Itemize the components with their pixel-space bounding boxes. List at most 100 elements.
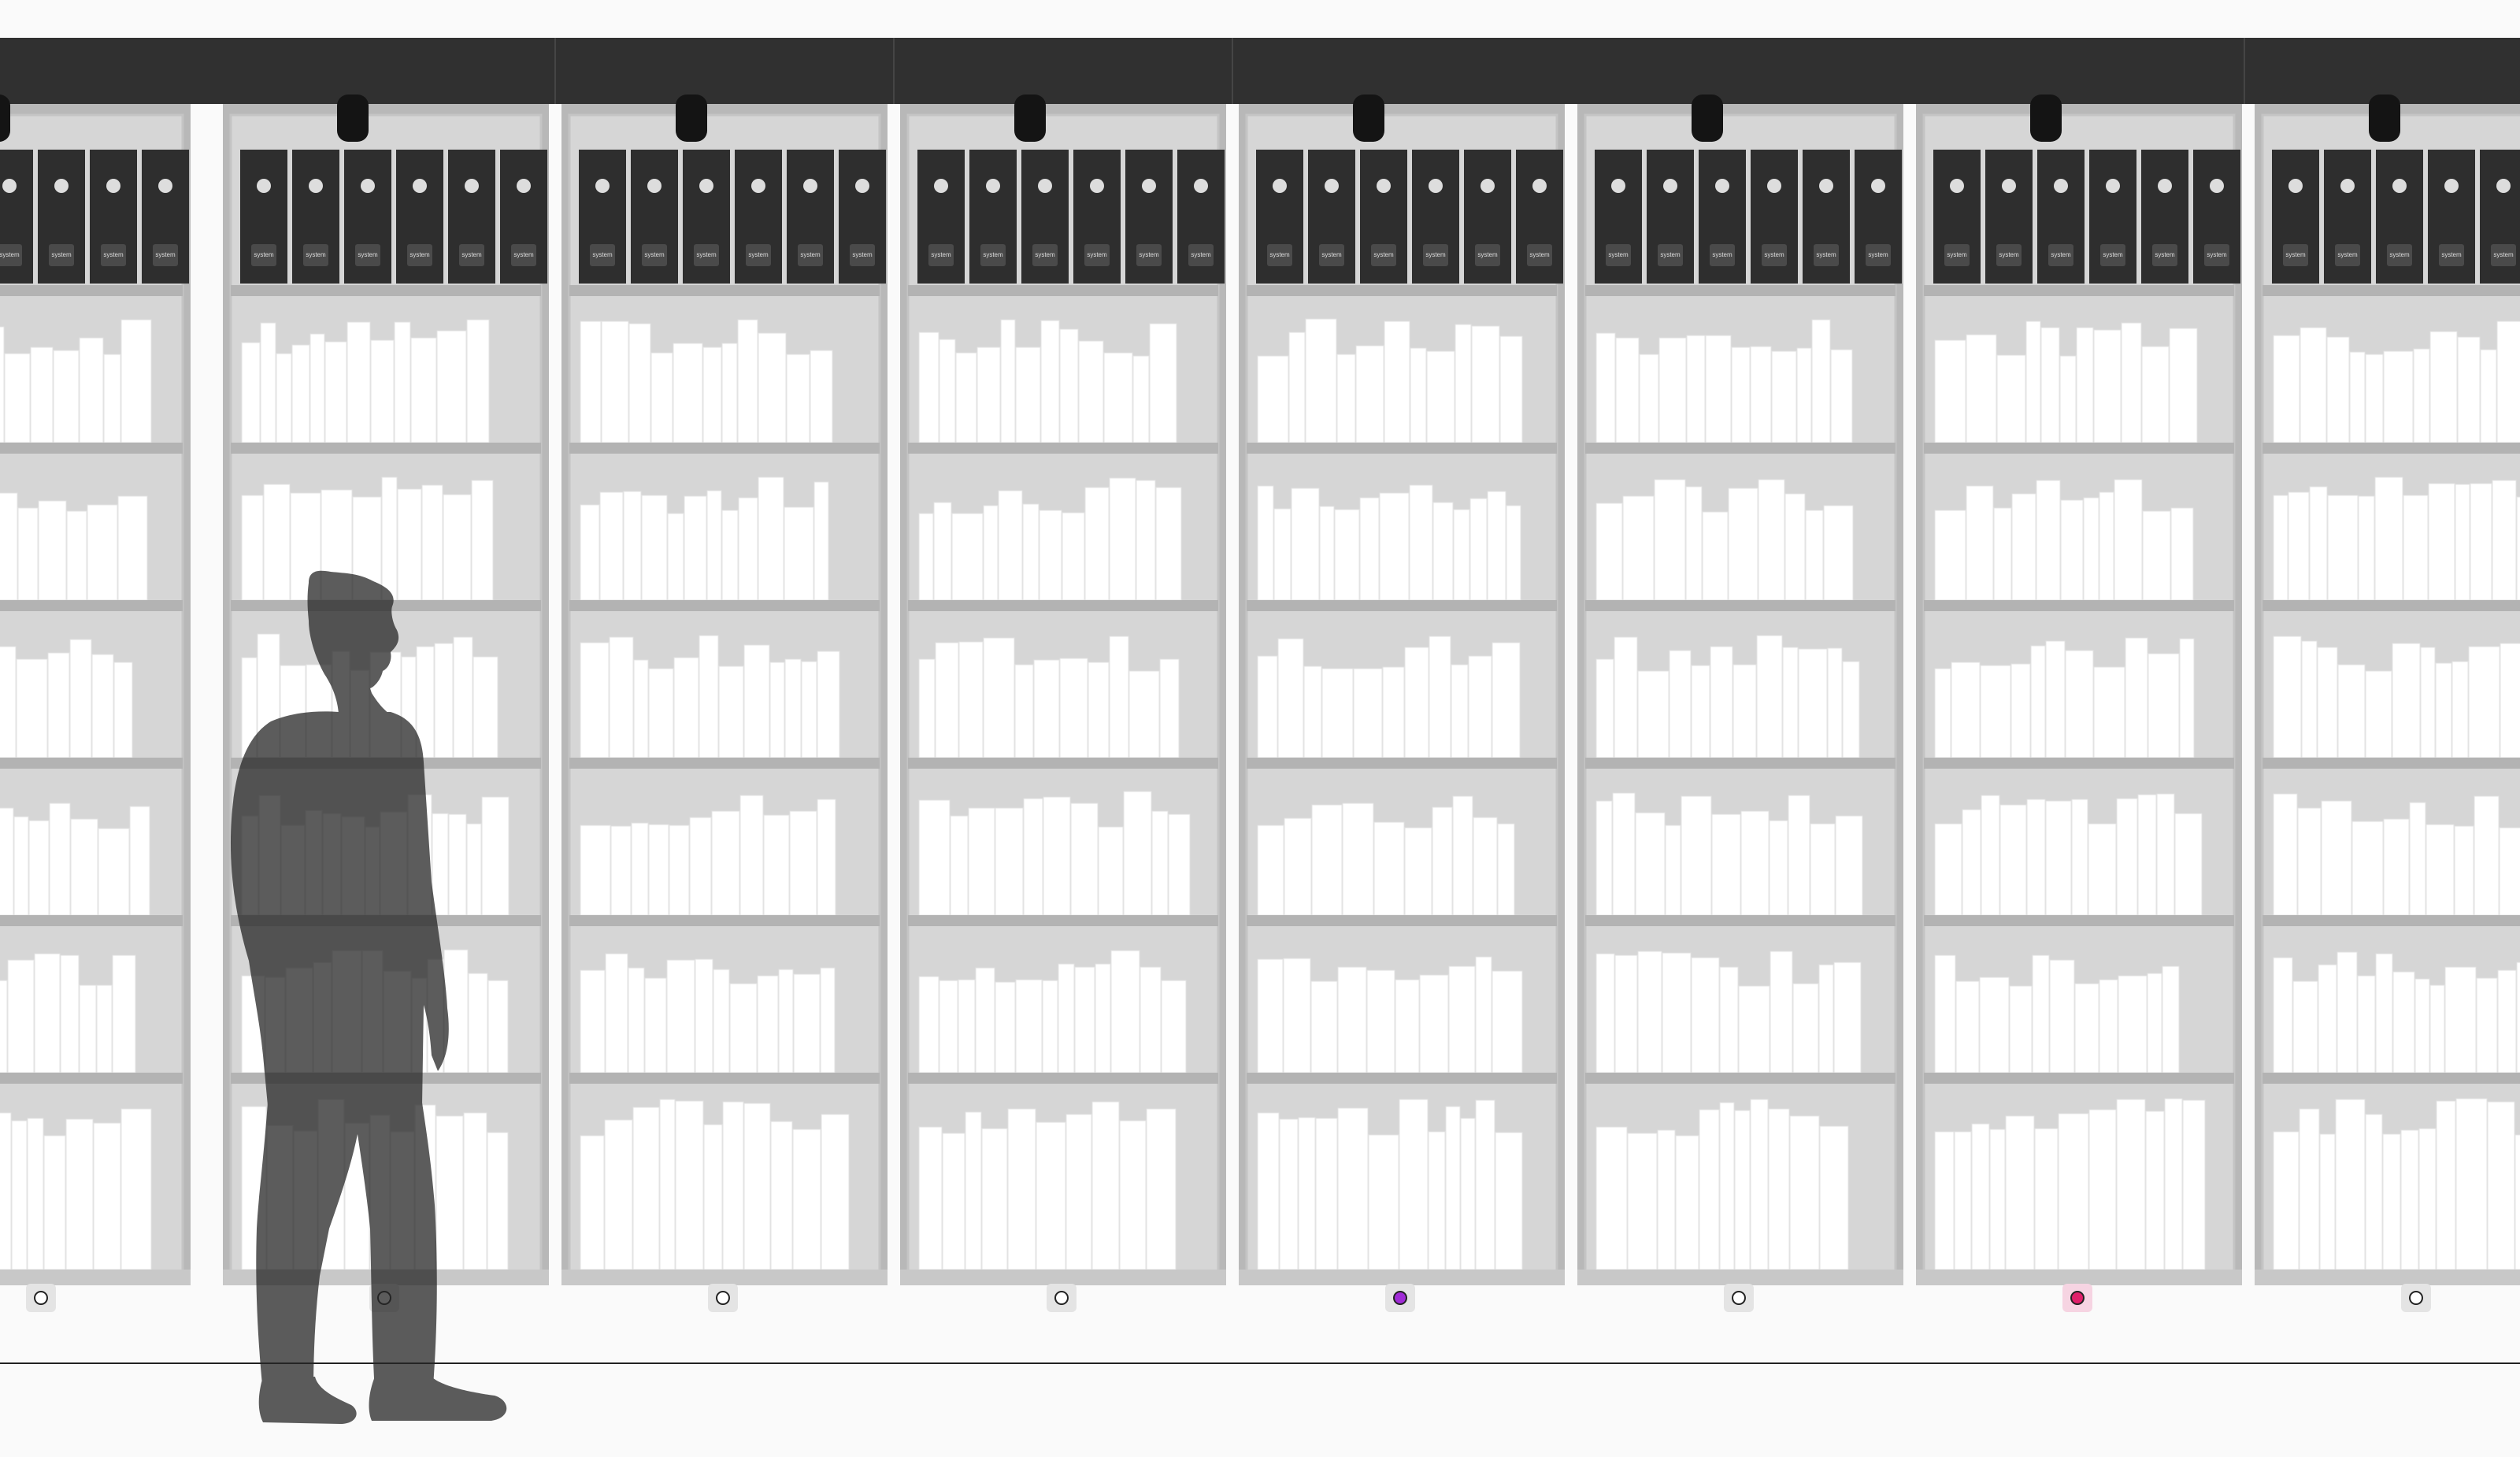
book xyxy=(1738,985,1770,1073)
book xyxy=(1039,510,1062,601)
book xyxy=(998,490,1023,601)
book xyxy=(2382,1133,2401,1270)
book xyxy=(2093,666,2125,758)
book xyxy=(2326,336,2350,443)
book xyxy=(1460,1118,1476,1270)
book xyxy=(1123,791,1152,916)
book xyxy=(1288,332,1306,443)
book xyxy=(34,953,61,1073)
book xyxy=(1495,1132,1523,1270)
book xyxy=(2426,824,2455,916)
book xyxy=(370,339,395,443)
book xyxy=(810,350,833,443)
book xyxy=(1023,798,1043,916)
book xyxy=(1595,1126,1628,1270)
book xyxy=(1805,510,1824,601)
book xyxy=(580,1135,605,1270)
book xyxy=(2125,637,2148,758)
book xyxy=(421,484,443,601)
binder-ring-icon xyxy=(1480,179,1495,193)
book xyxy=(2500,643,2520,758)
book xyxy=(1595,953,1615,1073)
book xyxy=(758,476,784,601)
shelf xyxy=(1585,600,1896,611)
binder-label-plate xyxy=(980,244,1006,266)
binder-label: system xyxy=(644,251,665,258)
book xyxy=(103,354,121,443)
binder-label-plate xyxy=(2152,244,2177,266)
book xyxy=(1934,955,1956,1073)
book xyxy=(1811,319,1831,443)
book xyxy=(1337,1107,1369,1270)
book xyxy=(2349,351,2366,443)
book xyxy=(2137,794,2157,916)
shelf xyxy=(1924,285,2234,296)
book xyxy=(2034,1128,2059,1270)
book xyxy=(96,984,113,1073)
book xyxy=(2457,336,2481,443)
book xyxy=(722,1101,744,1270)
binder-ring-icon xyxy=(1532,179,1547,193)
binder-ring-icon xyxy=(1429,179,1443,193)
book xyxy=(950,815,969,916)
book xyxy=(2074,983,2099,1073)
book xyxy=(1149,323,1177,443)
book xyxy=(1453,509,1470,601)
shelf xyxy=(1924,758,2234,769)
book xyxy=(2182,1099,2206,1270)
book xyxy=(2516,962,2520,1073)
person-silhouette-icon xyxy=(230,570,507,1424)
book xyxy=(718,665,744,758)
status-light-icon xyxy=(716,1291,730,1305)
binder-label-plate xyxy=(1136,244,1162,266)
book xyxy=(2455,1098,2488,1270)
book xyxy=(481,796,510,916)
shelf xyxy=(0,443,183,454)
book xyxy=(1719,1102,1735,1270)
book xyxy=(0,807,14,916)
book xyxy=(763,814,790,916)
book xyxy=(1058,963,1075,1073)
binder-label: system xyxy=(748,251,769,258)
book xyxy=(2335,1099,2366,1270)
binder-ring-icon xyxy=(1038,179,1052,193)
book xyxy=(2455,484,2470,601)
book xyxy=(443,949,469,1073)
book xyxy=(1475,1099,1495,1270)
shelf xyxy=(1924,915,2234,926)
book xyxy=(2337,951,2358,1073)
binder-label-plate xyxy=(1475,244,1500,266)
book xyxy=(1595,800,1613,916)
shelf xyxy=(1247,915,1557,926)
book xyxy=(942,1133,965,1270)
book xyxy=(472,656,498,758)
book xyxy=(1432,502,1454,601)
book xyxy=(706,490,722,601)
book xyxy=(1614,955,1638,1073)
shelf xyxy=(1247,600,1557,611)
book xyxy=(1595,502,1623,601)
book xyxy=(443,494,472,601)
binder-label: system xyxy=(1087,251,1107,258)
book xyxy=(667,513,684,601)
book xyxy=(995,981,1016,1073)
book xyxy=(1769,820,1788,916)
book xyxy=(623,491,642,601)
book xyxy=(1310,981,1338,1073)
binder-ring-icon xyxy=(2496,179,2511,193)
book xyxy=(2454,825,2474,916)
book xyxy=(981,1128,1008,1270)
book xyxy=(113,662,133,758)
book xyxy=(2060,499,2084,601)
binder-label: system xyxy=(513,251,534,258)
bay-status-indicator xyxy=(1047,1284,1077,1312)
book xyxy=(1452,795,1473,916)
book xyxy=(2409,802,2426,916)
book xyxy=(1966,334,1997,443)
book xyxy=(2162,966,2180,1073)
book xyxy=(2514,1134,2520,1270)
binder-label-plate xyxy=(1944,244,1970,266)
book xyxy=(2319,1133,2336,1270)
book xyxy=(2071,799,2088,916)
book xyxy=(1336,354,1356,443)
